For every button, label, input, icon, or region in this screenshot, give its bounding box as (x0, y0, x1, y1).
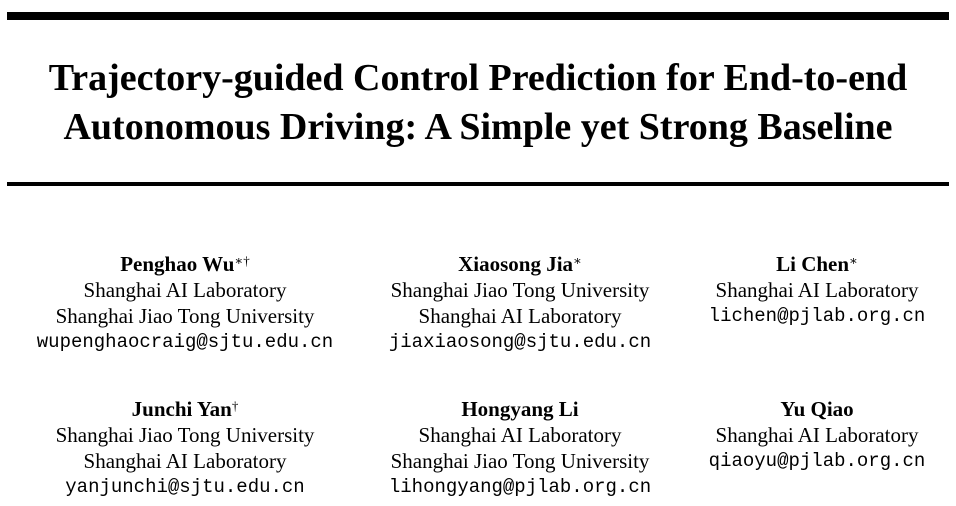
author-email[interactable]: jiaxiaosong@sjtu.edu.cn (388, 331, 652, 353)
affiliation: Shanghai AI Laboratory (715, 423, 919, 447)
author-name: Penghao Wu∗† (0, 251, 375, 277)
author-email[interactable]: qiaoyu@pjlab.org.cn (708, 450, 926, 472)
author-name: Yu Qiao (627, 396, 956, 422)
affiliation: Shanghai AI Laboratory (418, 304, 622, 328)
author-name-text: Penghao Wu (120, 252, 235, 276)
title-line-1: Trajectory-guided Control Prediction for… (48, 57, 908, 99)
author-block: Xiaosong Jia∗ Shanghai Jiao Tong Universi… (330, 251, 710, 356)
author-block: Penghao Wu∗† Shanghai AI Laboratory Shangh… (0, 251, 375, 356)
author-name-text: Hongyang Li (461, 397, 579, 421)
author-email[interactable]: lihongyang@pjlab.org.cn (388, 476, 652, 498)
title-line-2: Autonomous Driving: A Simple yet Strong … (63, 106, 893, 148)
author-name: Hongyang Li (330, 396, 710, 422)
affiliation: Shanghai Jiao Tong University (390, 278, 650, 302)
affiliation: Shanghai Jiao Tong University (55, 423, 315, 447)
author-name-text: Xiaosong Jia (458, 252, 574, 276)
author-email[interactable]: lichen@pjlab.org.cn (708, 305, 926, 327)
affiliation: Shanghai Jiao Tong University (390, 449, 650, 473)
affiliation: Shanghai AI Laboratory (83, 278, 287, 302)
author-name: Xiaosong Jia∗ (330, 251, 710, 277)
author-block: Yu Qiao Shanghai AI Laboratory qiaoyu@pjla… (627, 396, 956, 475)
affiliation: Shanghai AI Laboratory (715, 278, 919, 302)
affiliation: Shanghai AI Laboratory (418, 423, 622, 447)
author-name: Li Chen∗ (627, 251, 956, 277)
affiliation: Shanghai Jiao Tong University (55, 304, 315, 328)
bottom-rule (7, 182, 949, 186)
author-marks: † (231, 398, 239, 413)
author-email[interactable]: wupenghaocraig@sjtu.edu.cn (36, 331, 334, 353)
top-rule (7, 12, 949, 20)
author-block: Junchi Yan† Shanghai Jiao Tong University… (0, 396, 375, 501)
author-block: Hongyang Li Shanghai AI Laboratory Shangha… (330, 396, 710, 501)
author-marks: ∗ (849, 253, 858, 268)
paper-title: Trajectory-guided Control Prediction for… (0, 54, 956, 152)
author-name: Junchi Yan† (0, 396, 375, 422)
author-name-text: Junchi Yan (131, 397, 232, 421)
author-email[interactable]: yanjunchi@sjtu.edu.cn (65, 476, 305, 498)
author-marks: ∗† (234, 253, 250, 268)
affiliation: Shanghai AI Laboratory (83, 449, 287, 473)
author-block: Li Chen∗ Shanghai AI Laboratory lichen@pjl… (627, 251, 956, 330)
author-marks: ∗ (573, 253, 582, 268)
author-name-text: Yu Qiao (780, 397, 854, 421)
author-name-text: Li Chen (776, 252, 850, 276)
